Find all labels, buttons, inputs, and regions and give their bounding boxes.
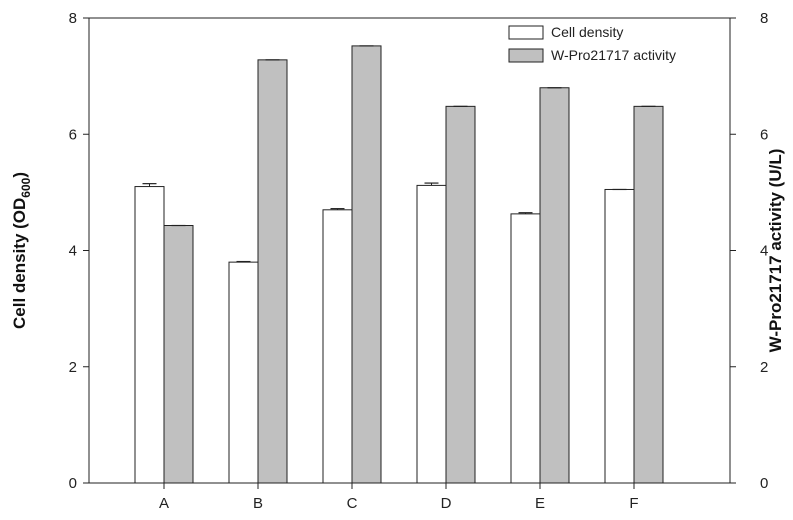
left-tick-label: 0: [69, 475, 77, 492]
right-axis-title: W-Pro21717 activity (U/L): [766, 149, 785, 353]
bar-cell-density: [416, 184, 447, 484]
right-tick-label: 6: [760, 126, 768, 143]
x-tick-label: C: [347, 495, 358, 512]
bar-activity: [445, 105, 476, 484]
bar-activity: [163, 225, 194, 484]
x-tick-label: E: [535, 495, 545, 512]
left-tick-label: 8: [69, 10, 77, 27]
left-tick-label: 2: [69, 359, 77, 376]
bar-activity: [257, 59, 288, 484]
bar-cell-density: [228, 261, 259, 484]
legend-label-cell-density: Cell density: [551, 24, 623, 40]
left-axis-title: Cell density (OD600): [10, 172, 33, 329]
bar-group: [134, 45, 664, 484]
bar-cell-density: [322, 209, 353, 484]
legend-swatch-cell-density: [508, 25, 544, 40]
right-tick-label: 4: [760, 243, 768, 260]
bar-cell-density: [134, 186, 165, 484]
x-tick-label: B: [253, 495, 263, 512]
bar-activity: [539, 87, 570, 484]
left-axis-title-close: ): [10, 172, 29, 178]
right-tick-label: 0: [760, 475, 768, 492]
right-tick-label: 2: [760, 359, 768, 376]
left-axis: 0 2 4 6 8: [69, 10, 89, 492]
error-bar-group: [142, 45, 656, 263]
bar-activity: [633, 105, 664, 484]
left-axis-title-subscript: 600: [19, 177, 33, 197]
legend: Cell density W-Pro21717 activity: [508, 24, 676, 63]
bar-cell-density: [510, 213, 541, 484]
x-axis: A B C D E F: [159, 483, 639, 512]
x-tick-label: F: [629, 495, 638, 512]
legend-swatch-activity: [508, 48, 544, 63]
bar-activity: [351, 45, 382, 484]
right-tick-label: 8: [760, 10, 768, 27]
left-tick-label: 4: [69, 243, 77, 260]
legend-label-activity: W-Pro21717 activity: [551, 47, 676, 63]
x-tick-label: D: [441, 495, 452, 512]
bar-cell-density: [604, 188, 635, 484]
right-axis: 0 2 4 6 8: [730, 10, 768, 492]
left-tick-label: 6: [69, 126, 77, 143]
x-tick-label: A: [159, 495, 169, 512]
